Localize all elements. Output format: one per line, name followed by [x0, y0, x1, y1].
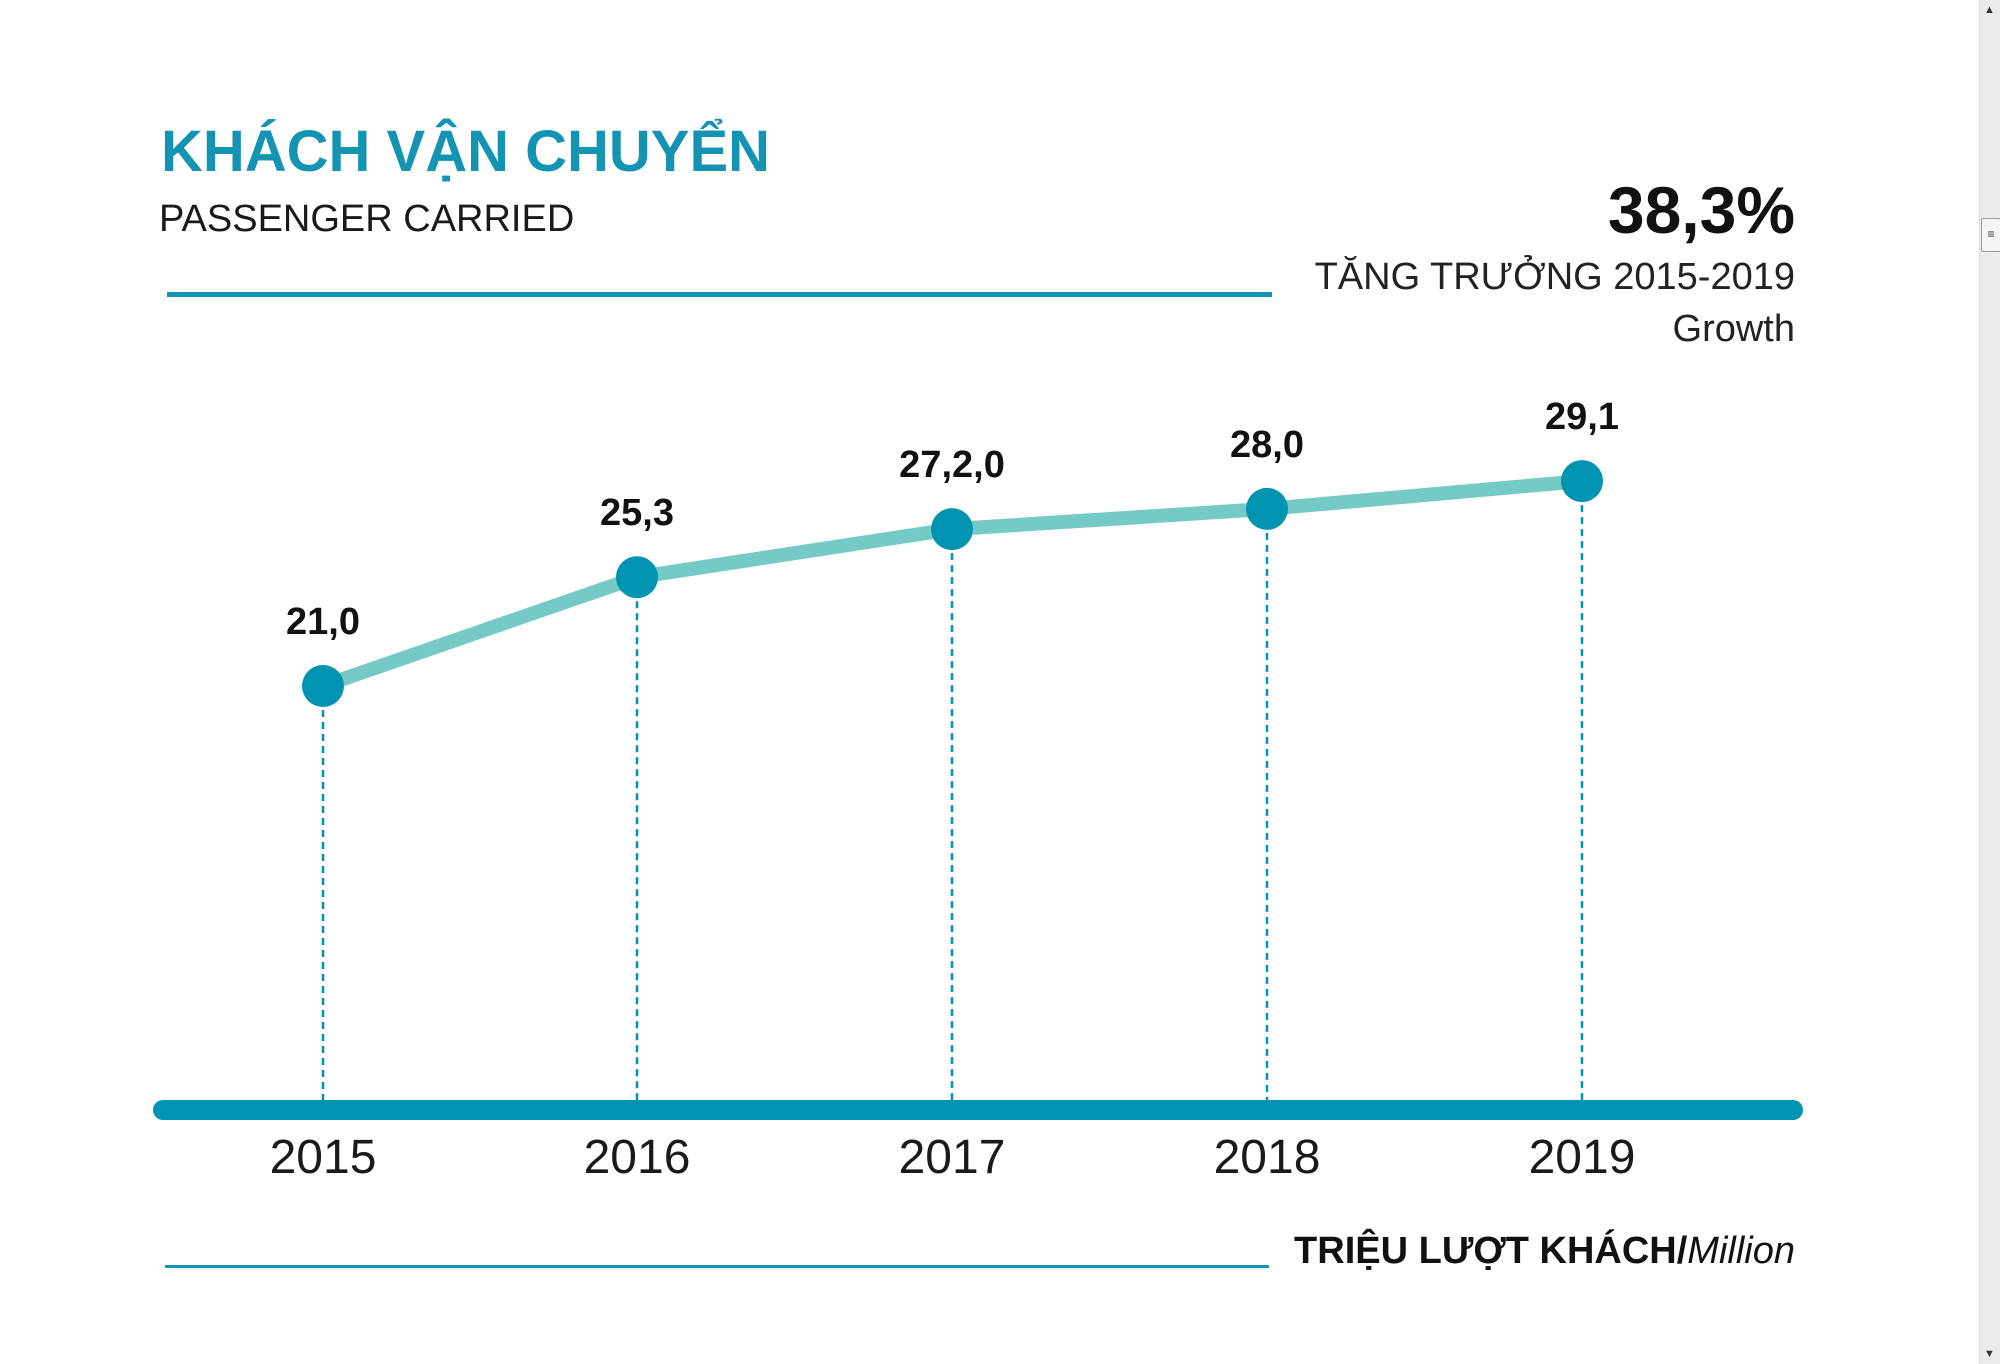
- data-label-2018: 28,0: [1230, 424, 1304, 466]
- scroll-thumb[interactable]: ≡: [1981, 218, 2000, 252]
- data-point-2016: [616, 556, 658, 599]
- data-point-2015: [302, 665, 344, 707]
- scroll-down-icon[interactable]: ▼: [1984, 1348, 1995, 1360]
- data-label-2019: 29,1: [1545, 396, 1619, 438]
- chart-title: KHÁCH VẬN CHUYỂN: [161, 119, 771, 184]
- data-point-2019: [1561, 460, 1603, 503]
- vertical-scrollbar[interactable]: ▲ ≡ ▼: [1979, 0, 2000, 1364]
- unit-label: TRIỆU LƯỢT KHÁCH/Million: [1294, 1230, 1795, 1273]
- growth-value: 38,3%: [1607, 173, 1795, 247]
- x-tick-label-2018: 2018: [1214, 1131, 1321, 1184]
- top-divider: [167, 292, 1272, 297]
- growth-sublabel: Growth: [1672, 308, 1795, 350]
- x-tick-label-2016: 2016: [584, 1131, 691, 1184]
- data-label-2016: 25,3: [600, 492, 674, 534]
- x-tick-label-2015: 2015: [270, 1131, 377, 1184]
- x-tick-label-2017: 2017: [899, 1131, 1006, 1184]
- data-point-2018: [1246, 487, 1288, 530]
- unit-label-en: Million: [1687, 1230, 1795, 1272]
- data-point-2017: [931, 508, 973, 551]
- bottom-divider: [165, 1265, 1269, 1268]
- data-label-2015: 21,0: [286, 601, 360, 643]
- chart-subtitle: PASSENGER CARRIED: [159, 198, 575, 240]
- unit-label-vi: TRIỆU LƯỢT KHÁCH/: [1294, 1230, 1688, 1272]
- growth-label: TĂNG TRƯỞNG 2015-2019: [1314, 256, 1795, 298]
- scroll-up-icon[interactable]: ▲: [1984, 4, 1995, 16]
- data-label-2017: 27,2,0: [899, 444, 1005, 486]
- x-tick-label-2019: 2019: [1529, 1131, 1636, 1184]
